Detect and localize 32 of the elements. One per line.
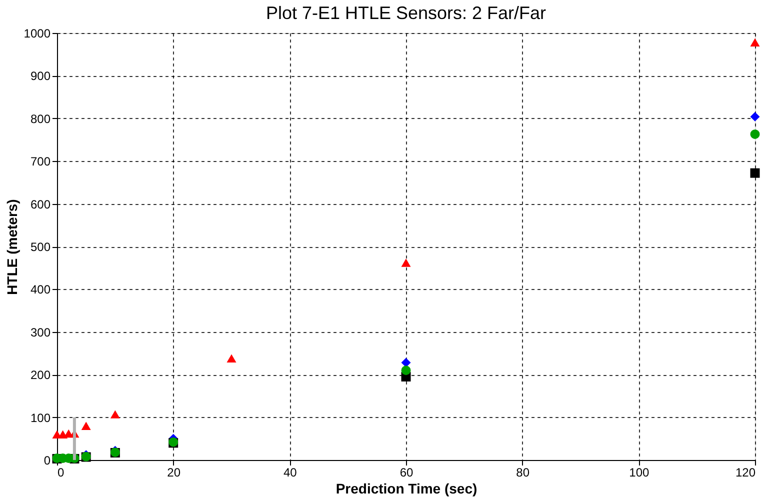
point <box>58 430 68 438</box>
chart-title: Plot 7-E1 HTLE Sensors: 2 Far/Far <box>266 3 546 23</box>
point <box>401 258 411 267</box>
point <box>81 422 91 430</box>
point <box>750 38 760 46</box>
y-tick-label: 300 <box>30 325 51 340</box>
point <box>750 129 760 139</box>
x-tick-label: 80 <box>516 466 530 480</box>
x-tick-label: 0 <box>58 466 64 480</box>
y-tick-label: 1000 <box>24 26 51 40</box>
x-tick-label: 20 <box>167 466 181 480</box>
point <box>401 358 411 368</box>
y-tick-label: 800 <box>30 112 51 126</box>
y-tick-label: 700 <box>30 154 51 169</box>
y-axis-title: HTLE (meters) <box>4 199 20 295</box>
x-axis-title: Prediction Time (sec) <box>336 480 478 496</box>
y-tick-label: 900 <box>30 69 51 84</box>
point <box>226 354 236 362</box>
x-tick-label: 120 <box>735 466 756 480</box>
y-tick-label: 0 <box>44 454 51 468</box>
x-tick-label: 100 <box>629 466 650 480</box>
y-tick-label: 400 <box>30 282 51 297</box>
x-tick-label: 40 <box>283 466 298 480</box>
point <box>401 366 411 376</box>
point <box>750 168 760 178</box>
x-tick-label: 60 <box>400 466 414 480</box>
point <box>110 410 120 418</box>
y-tick-label: 600 <box>30 197 51 212</box>
y-tick-label: 100 <box>30 410 51 425</box>
y-tick-label: 500 <box>30 240 51 254</box>
point <box>750 112 760 122</box>
y-tick-label: 200 <box>30 368 51 382</box>
